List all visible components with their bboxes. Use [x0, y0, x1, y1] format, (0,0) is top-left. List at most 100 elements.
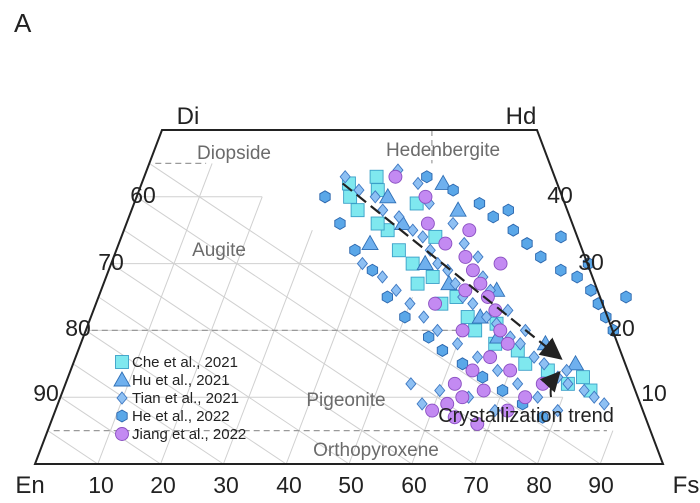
- marker-diamond: [405, 377, 417, 391]
- marker-triangle: [361, 234, 379, 251]
- marker-diamond: [447, 216, 459, 231]
- marker-diamond: [458, 236, 470, 251]
- bottom-tick-label: 70: [463, 472, 489, 498]
- legend-item: Tian et al., 2021: [116, 390, 239, 407]
- marker-hexagon: [571, 270, 583, 284]
- grid-line-en: [85, 329, 287, 465]
- region-label-pigeonite: Pigeonite: [306, 390, 385, 411]
- marker-hexagon: [116, 409, 128, 423]
- bottom-tick-label: 30: [213, 472, 239, 498]
- marker-circle: [493, 323, 508, 338]
- marker-diamond: [416, 397, 428, 411]
- region-label-orthopyroxene: Orthopyroxene: [313, 440, 439, 461]
- marker-diamond: [432, 256, 444, 271]
- marker-circle: [438, 236, 453, 251]
- grid-line-fs: [599, 430, 614, 465]
- ternary-outline: [33, 129, 665, 465]
- marker-diamond: [472, 250, 484, 264]
- marker-diamond: [434, 383, 446, 398]
- marker-hexagon: [535, 250, 547, 264]
- bottom-tick-label: 20: [150, 472, 176, 498]
- marker-circle: [425, 403, 440, 418]
- marker-hexagon: [399, 310, 411, 324]
- marker-square: [405, 256, 420, 271]
- marker-diamond: [467, 296, 479, 311]
- legend-item: Hu et al., 2021: [113, 371, 230, 389]
- marker-diamond: [404, 296, 416, 311]
- marker-hexagon: [487, 210, 499, 224]
- marker-diamond: [598, 397, 610, 411]
- marker-hexagon: [436, 343, 449, 357]
- right-tick-label: 10: [641, 380, 667, 406]
- grid-line-en: [60, 396, 161, 465]
- marker-hexagon: [555, 230, 567, 244]
- marker-circle: [458, 283, 473, 298]
- grid-line-en: [98, 296, 350, 465]
- marker-diamond: [532, 390, 544, 404]
- marker-hexagon: [620, 290, 632, 304]
- marker-diamond: [116, 391, 128, 405]
- left-tick-label: 90: [33, 380, 59, 406]
- marker-hexagon: [423, 330, 435, 344]
- marker-hexagon: [536, 410, 549, 424]
- marker-diamond: [480, 310, 493, 324]
- marker-hexagon: [421, 170, 433, 184]
- annotation-pointer: [539, 371, 561, 398]
- marker-diamond: [562, 377, 574, 391]
- marker-circle: [503, 363, 518, 378]
- marker-square: [115, 355, 129, 369]
- marker-circle: [440, 396, 455, 411]
- grid-line-fs: [348, 296, 413, 465]
- marker-circle: [465, 263, 480, 278]
- region-label-augite: Augite: [192, 240, 246, 261]
- marker-diamond: [339, 170, 351, 184]
- marker-hexagon: [447, 183, 459, 197]
- marker-circle: [483, 350, 498, 365]
- legend-label: Hu et al., 2021: [132, 372, 230, 389]
- marker-circle: [470, 416, 485, 431]
- bottom-tick-label: 60: [401, 472, 427, 498]
- trend-line: [341, 182, 563, 360]
- marker-circle: [518, 390, 533, 405]
- marker-circle: [535, 376, 550, 391]
- marker-circle: [493, 256, 508, 271]
- marker-diamond: [393, 210, 405, 224]
- marker-hexagon: [473, 196, 486, 210]
- marker-diamond: [407, 223, 419, 237]
- marker-diamond: [442, 263, 454, 277]
- marker-square: [369, 169, 384, 184]
- marker-square: [576, 370, 590, 385]
- right-tick-label: 40: [547, 182, 573, 208]
- legend-label: Che et al., 2021: [132, 354, 238, 371]
- marker-circle: [428, 296, 443, 311]
- corner-label-fs: Fs: [673, 472, 700, 499]
- crystallization-trend-arrow: [341, 182, 563, 398]
- legend-label: He et al., 2022: [132, 408, 230, 425]
- series-circle: [388, 169, 550, 431]
- marker-hexagon: [349, 243, 361, 257]
- bottom-tick-label: 40: [276, 472, 302, 498]
- marker-diamond: [512, 377, 524, 391]
- marker-circle: [473, 276, 488, 291]
- bottom-tick-label: 50: [338, 472, 364, 498]
- marker-hexagon: [507, 223, 519, 237]
- legend-item: Jiang et al., 2022: [115, 426, 246, 443]
- marker-circle: [500, 403, 515, 418]
- marker-diamond: [538, 357, 550, 371]
- marker-hexagon: [521, 237, 533, 251]
- marker-diamond: [431, 323, 444, 338]
- marker-diamond: [514, 337, 526, 351]
- marker-circle: [480, 290, 495, 304]
- marker-hexagon: [502, 203, 514, 217]
- data-points: [319, 163, 632, 431]
- marker-circle: [455, 390, 470, 405]
- marker-circle: [458, 249, 473, 264]
- marker-diamond: [369, 190, 381, 204]
- marker-hexagon: [381, 290, 394, 304]
- marker-circle: [465, 363, 480, 378]
- region-label-diopside: Diopside: [197, 143, 271, 164]
- marker-diamond: [552, 403, 564, 418]
- marker-square: [410, 276, 425, 291]
- marker-diamond: [449, 276, 461, 291]
